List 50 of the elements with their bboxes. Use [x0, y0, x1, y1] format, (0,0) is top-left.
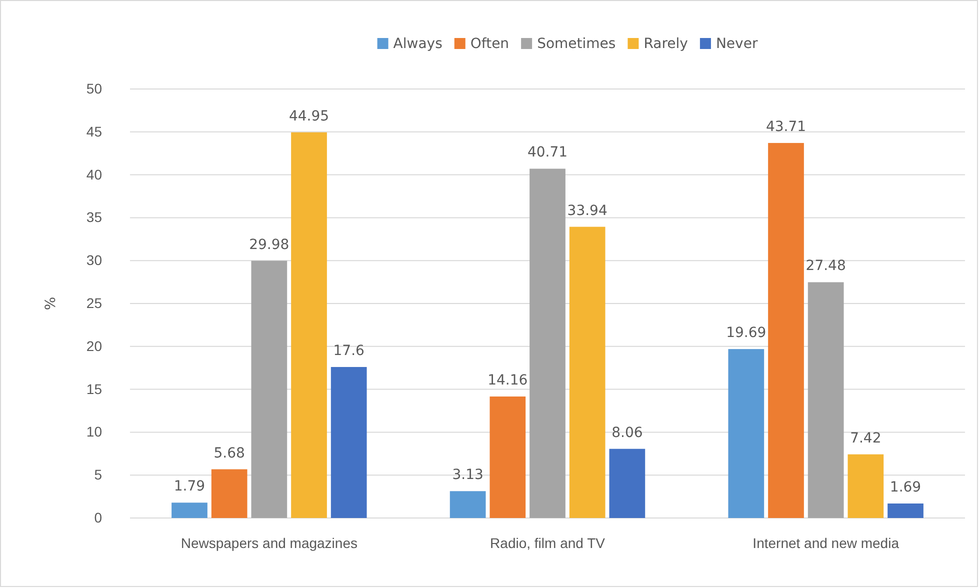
y-tick-label: 25	[86, 294, 102, 311]
bar	[291, 132, 327, 518]
y-tick-label: 40	[86, 166, 102, 182]
data-label: 33.94	[567, 202, 608, 219]
data-label: 14.16	[488, 372, 528, 389]
bar	[888, 504, 924, 518]
bar	[848, 454, 884, 518]
data-label: 44.95	[288, 108, 330, 124]
data-label: 27.48	[806, 258, 846, 274]
bar	[728, 349, 764, 518]
legend-label: Always	[393, 36, 442, 52]
x-tick-label: Newspapers and magazines	[180, 534, 358, 551]
data-label: 43.71	[766, 118, 806, 135]
x-tick-label: Radio, film and TV	[490, 534, 606, 551]
bar	[609, 448, 646, 518]
data-label: 40.71	[527, 144, 568, 161]
bar	[808, 282, 844, 518]
x-tick-label: Internet and new media	[752, 534, 900, 551]
legend-label: Never	[716, 36, 758, 52]
y-tick-label: 5	[94, 466, 102, 483]
y-tick-label: 15	[86, 380, 102, 397]
y-tick-label: 0	[94, 509, 102, 526]
data-label: 5.68	[214, 445, 245, 462]
bar	[490, 396, 526, 518]
bar	[211, 469, 248, 518]
bar	[530, 168, 566, 518]
legend-label: Sometimes	[537, 36, 616, 52]
legend-label: Rarely	[644, 36, 688, 52]
bar	[450, 491, 486, 518]
bar	[768, 142, 804, 518]
data-label: 3.13	[452, 467, 484, 484]
bar	[251, 260, 288, 518]
legend-label: Often	[470, 36, 510, 52]
y-tick-label: 35	[86, 209, 102, 226]
data-label: 1.79	[174, 478, 206, 495]
y-tick-label: 50	[86, 80, 102, 96]
data-label: 7.42	[850, 430, 882, 446]
data-label: 1.69	[890, 480, 922, 496]
data-label: 17.6	[333, 342, 365, 359]
data-label: 19.69	[726, 325, 766, 342]
y-tick-label: 30	[86, 252, 102, 268]
y-axis-title: %	[43, 296, 59, 310]
data-label: 8.06	[612, 424, 643, 441]
bar	[330, 366, 367, 518]
y-tick-label: 20	[86, 338, 102, 354]
y-tick-label: 10	[86, 424, 102, 440]
bar	[172, 502, 208, 518]
bar	[569, 226, 606, 518]
y-tick-label: 45	[86, 123, 102, 140]
data-label: 29.98	[249, 236, 290, 253]
